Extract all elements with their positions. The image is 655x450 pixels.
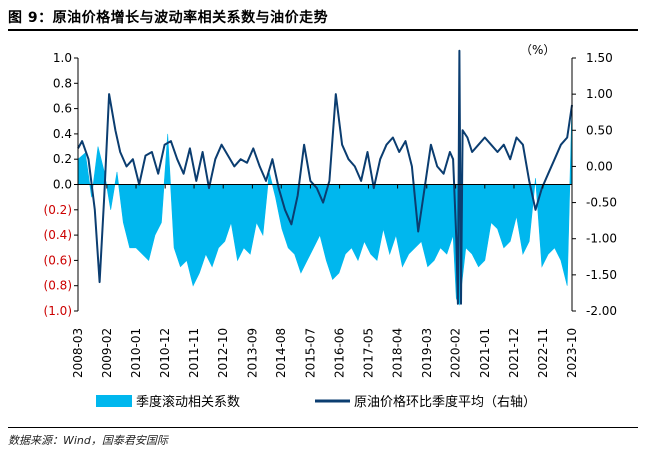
left-tick-label: (0.2): [44, 203, 72, 217]
left-tick-label: 0.0: [53, 178, 72, 192]
left-tick-label: 0.8: [53, 76, 72, 90]
left-tick-label: 0.4: [53, 127, 72, 141]
oil-price-line: [77, 49, 573, 305]
x-tick-label: 2021-12: [507, 328, 521, 378]
right-tick-label: 0.50: [586, 123, 613, 137]
x-tick-label: 2009-02: [100, 328, 114, 378]
correlation-area: [77, 102, 573, 306]
left-tick-label: (0.6): [44, 253, 72, 267]
x-axis-tick-labels: 2008-03 2009-02 2010-01 2010-12 2011-11 2012-…: [71, 328, 579, 378]
x-tick-label: 2016-06: [333, 328, 347, 378]
correlation-area-series: [77, 102, 573, 306]
x-tick-label: 2015-07: [303, 328, 317, 378]
x-tick-label: 2019-03: [420, 328, 434, 378]
x-tick-label: 2021-01: [478, 328, 492, 378]
legend-swatch-area: [96, 395, 132, 407]
chart-axes: [74, 57, 576, 312]
right-axis-unit-label: （%）: [520, 43, 555, 57]
x-tick-label: 2010-12: [158, 328, 172, 378]
x-tick-label: 2010-01: [129, 328, 143, 378]
left-axis-tick-labels: 1.0 0.8 0.6 0.4 0.2 0.0 (0.2) (0.4) (0.6) (0.8) (1…: [44, 51, 72, 318]
legend-label-area: 季度滚动相关系数: [136, 394, 240, 410]
oil-price-line-series: [77, 49, 573, 305]
figure-title: 图 9：原油价格增长与波动率相关系数与油价走势: [8, 10, 329, 26]
x-tick-label: 2012-10: [216, 328, 230, 378]
source-note: 数据来源：Wind，国泰君安国际: [8, 434, 168, 447]
x-tick-label: 2020-02: [449, 328, 463, 378]
title-divider: [8, 29, 638, 31]
x-tick-label: 2014-08: [274, 328, 288, 378]
right-axis-tick-labels: 1.50 1.00 0.50 0.00 -0.50 -1.00 -1.50 -2.00: [586, 51, 617, 318]
left-tick-label: (0.8): [44, 279, 72, 293]
right-tick-label: 1.50: [586, 51, 613, 65]
chart: 1.0 0.8 0.6 0.4 0.2 0.0 (0.2) (0.4) (0.6) (0.8) (1…: [44, 43, 618, 410]
x-tick-label: 2013-09: [245, 328, 259, 378]
left-tick-label: 0.2: [53, 152, 72, 166]
footer-divider: [8, 427, 638, 428]
right-tick-label: -2.00: [586, 304, 617, 318]
x-tick-label: 2011-11: [187, 328, 201, 378]
left-tick-label: (0.4): [44, 228, 72, 242]
right-tick-label: -0.50: [586, 196, 617, 210]
legend-label-line: 原油价格环比季度平均（右轴）: [354, 394, 536, 410]
x-tick-label: 2023-10: [565, 328, 579, 378]
legend: 季度滚动相关系数 原油价格环比季度平均（右轴）: [96, 394, 536, 410]
right-tick-label: 1.00: [586, 87, 613, 101]
x-tick-label: 2008-03: [71, 328, 85, 378]
left-tick-label: 1.0: [53, 51, 72, 65]
x-tick-label: 2017-05: [361, 328, 375, 378]
left-tick-label: 0.6: [53, 102, 72, 116]
x-tick-label: 2022-11: [536, 328, 550, 378]
right-tick-label: -1.00: [586, 232, 617, 246]
right-tick-label: 0.00: [586, 159, 613, 173]
right-tick-label: -1.50: [586, 268, 617, 282]
x-tick-label: 2018-04: [391, 328, 405, 378]
left-tick-label: (1.0): [44, 304, 72, 318]
